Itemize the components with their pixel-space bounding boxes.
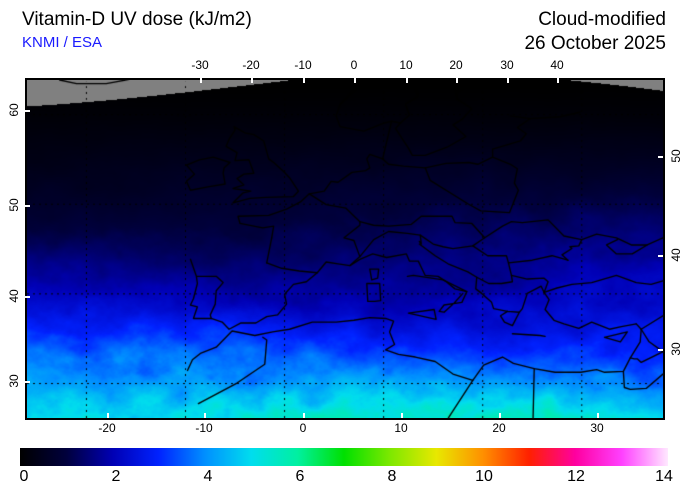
map-plot-area — [25, 78, 665, 420]
axis-tick-top: -20 — [242, 58, 260, 72]
product-mode-label: Cloud-modified — [538, 9, 666, 30]
axis-tickmark-left — [25, 110, 30, 112]
page-title: Vitamin-D UV dose (kJ/m2) — [22, 9, 252, 30]
axis-tickmark-bottom — [204, 413, 206, 418]
axis-tickmark-top — [251, 78, 253, 83]
axis-tick-top: 20 — [449, 58, 463, 72]
axis-tickmark-right — [658, 255, 663, 257]
colorbar-tick-label: 2 — [111, 468, 121, 485]
colorbar-tick-label: 6 — [295, 468, 305, 485]
axis-tickmark-left — [25, 381, 30, 383]
axis-tickmark-left — [25, 296, 30, 298]
axis-tickmark-left — [25, 205, 30, 207]
colorbar-tick-label: 10 — [475, 468, 493, 485]
axis-tickmark-top — [456, 78, 458, 83]
axis-tick-right: 30 — [669, 342, 683, 356]
axis-tick-bottom: 20 — [492, 421, 506, 435]
axis-tick-left: 50 — [7, 198, 21, 212]
colorbar-tick-label: 12 — [567, 468, 585, 485]
axis-tick-top: -30 — [191, 58, 209, 72]
axis-tickmark-top — [557, 78, 559, 83]
source-credit: KNMI / ESA — [22, 34, 103, 51]
colorbar-tick-label: 14 — [655, 468, 673, 485]
axis-tick-bottom: -10 — [195, 421, 213, 435]
axis-tick-bottom: -20 — [98, 421, 116, 435]
axis-tickmark-right — [658, 349, 663, 351]
colorbar-tick-label: 4 — [203, 468, 213, 485]
axis-tick-top: 30 — [500, 58, 514, 72]
axis-tick-top: -10 — [294, 58, 312, 72]
axis-tickmark-bottom — [401, 413, 403, 418]
axis-tickmark-top — [406, 78, 408, 83]
axis-tickmark-bottom — [303, 413, 305, 418]
axis-tickmark-top — [200, 78, 202, 83]
axis-tick-bottom: 0 — [299, 421, 307, 435]
axis-tick-left: 30 — [7, 374, 21, 388]
axis-tickmark-top — [354, 78, 356, 83]
axis-tick-right: 40 — [669, 248, 683, 262]
colorbar-tick-label: 8 — [387, 468, 397, 485]
axis-tick-bottom: 10 — [394, 421, 408, 435]
axis-tickmark-top — [303, 78, 305, 83]
colorbar-gradient — [20, 448, 668, 466]
axis-tick-top: 0 — [350, 58, 358, 72]
axis-tick-top: 10 — [399, 58, 413, 72]
axis-tick-top: 40 — [550, 58, 564, 72]
axis-tickmark-bottom — [597, 413, 599, 418]
colorbar-tick-label: 0 — [19, 468, 29, 485]
axis-tickmark-bottom — [499, 413, 501, 418]
axis-tick-left: 60 — [7, 103, 21, 117]
axis-tick-bottom: 30 — [590, 421, 604, 435]
axis-tick-left: 40 — [7, 289, 21, 303]
date-label: 26 October 2025 — [524, 33, 666, 54]
axis-tick-right: 50 — [669, 149, 683, 163]
uv-dose-raster — [27, 80, 663, 418]
axis-tickmark-top — [507, 78, 509, 83]
axis-tickmark-bottom — [107, 413, 109, 418]
axis-tickmark-right — [658, 156, 663, 158]
